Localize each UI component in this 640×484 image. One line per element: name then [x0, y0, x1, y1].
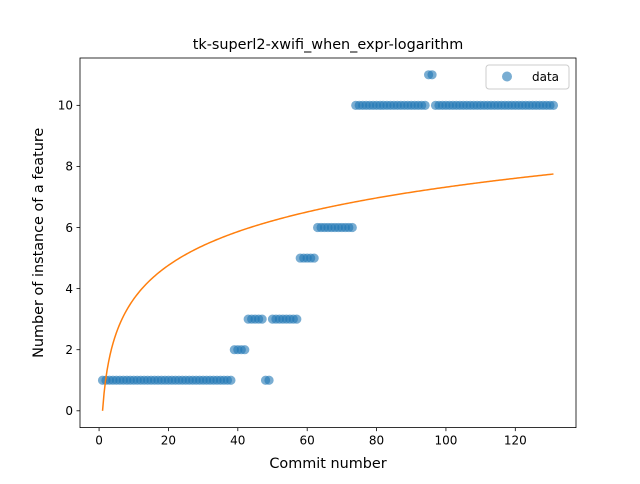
- y-tick-label-10: 10: [58, 99, 73, 113]
- x-tick-label-20: 20: [161, 434, 176, 448]
- marks-layer: [97, 70, 559, 411]
- data-point-93: [420, 100, 430, 110]
- y-tick-label-8: 8: [65, 160, 73, 174]
- y-tick-label-6: 6: [65, 221, 73, 235]
- chart-title: tk-superl2-xwifi_when_expr-logarithm: [193, 37, 464, 53]
- y-tick-label-4: 4: [65, 282, 73, 296]
- y-tick-label-0: 0: [65, 404, 73, 418]
- data-point-95: [427, 70, 437, 80]
- legend-marker-data: [502, 71, 512, 82]
- x-tick-label-120: 120: [504, 434, 527, 448]
- y-tick-label-2: 2: [65, 343, 73, 357]
- axis-layer: 0 20 40 60 80 100 120 0 2 4 6 8 10: [58, 99, 527, 448]
- fit-curve: [101, 173, 554, 411]
- legend-label-data: data: [532, 70, 559, 84]
- x-axis-label: Commit number: [269, 456, 386, 472]
- data-point-48: [264, 375, 274, 385]
- x-tick-label-60: 60: [300, 434, 315, 448]
- data-point-56: [292, 314, 302, 324]
- x-tick-label-100: 100: [434, 434, 457, 448]
- x-tick-label-0: 0: [95, 434, 103, 448]
- data-point-46: [257, 314, 267, 324]
- y-axis-label: Number of instance of a feature: [31, 128, 47, 358]
- legend-box: [485, 64, 570, 90]
- x-tick-label-40: 40: [230, 434, 245, 448]
- legend: data: [485, 64, 570, 90]
- data-point-41: [240, 345, 250, 355]
- data-point-130: [548, 100, 559, 110]
- data-point-37: [226, 375, 236, 385]
- plot-frame: [79, 57, 577, 429]
- data-point-72: [347, 222, 357, 233]
- x-tick-label-80: 80: [369, 434, 384, 448]
- data-point-61: [309, 253, 319, 263]
